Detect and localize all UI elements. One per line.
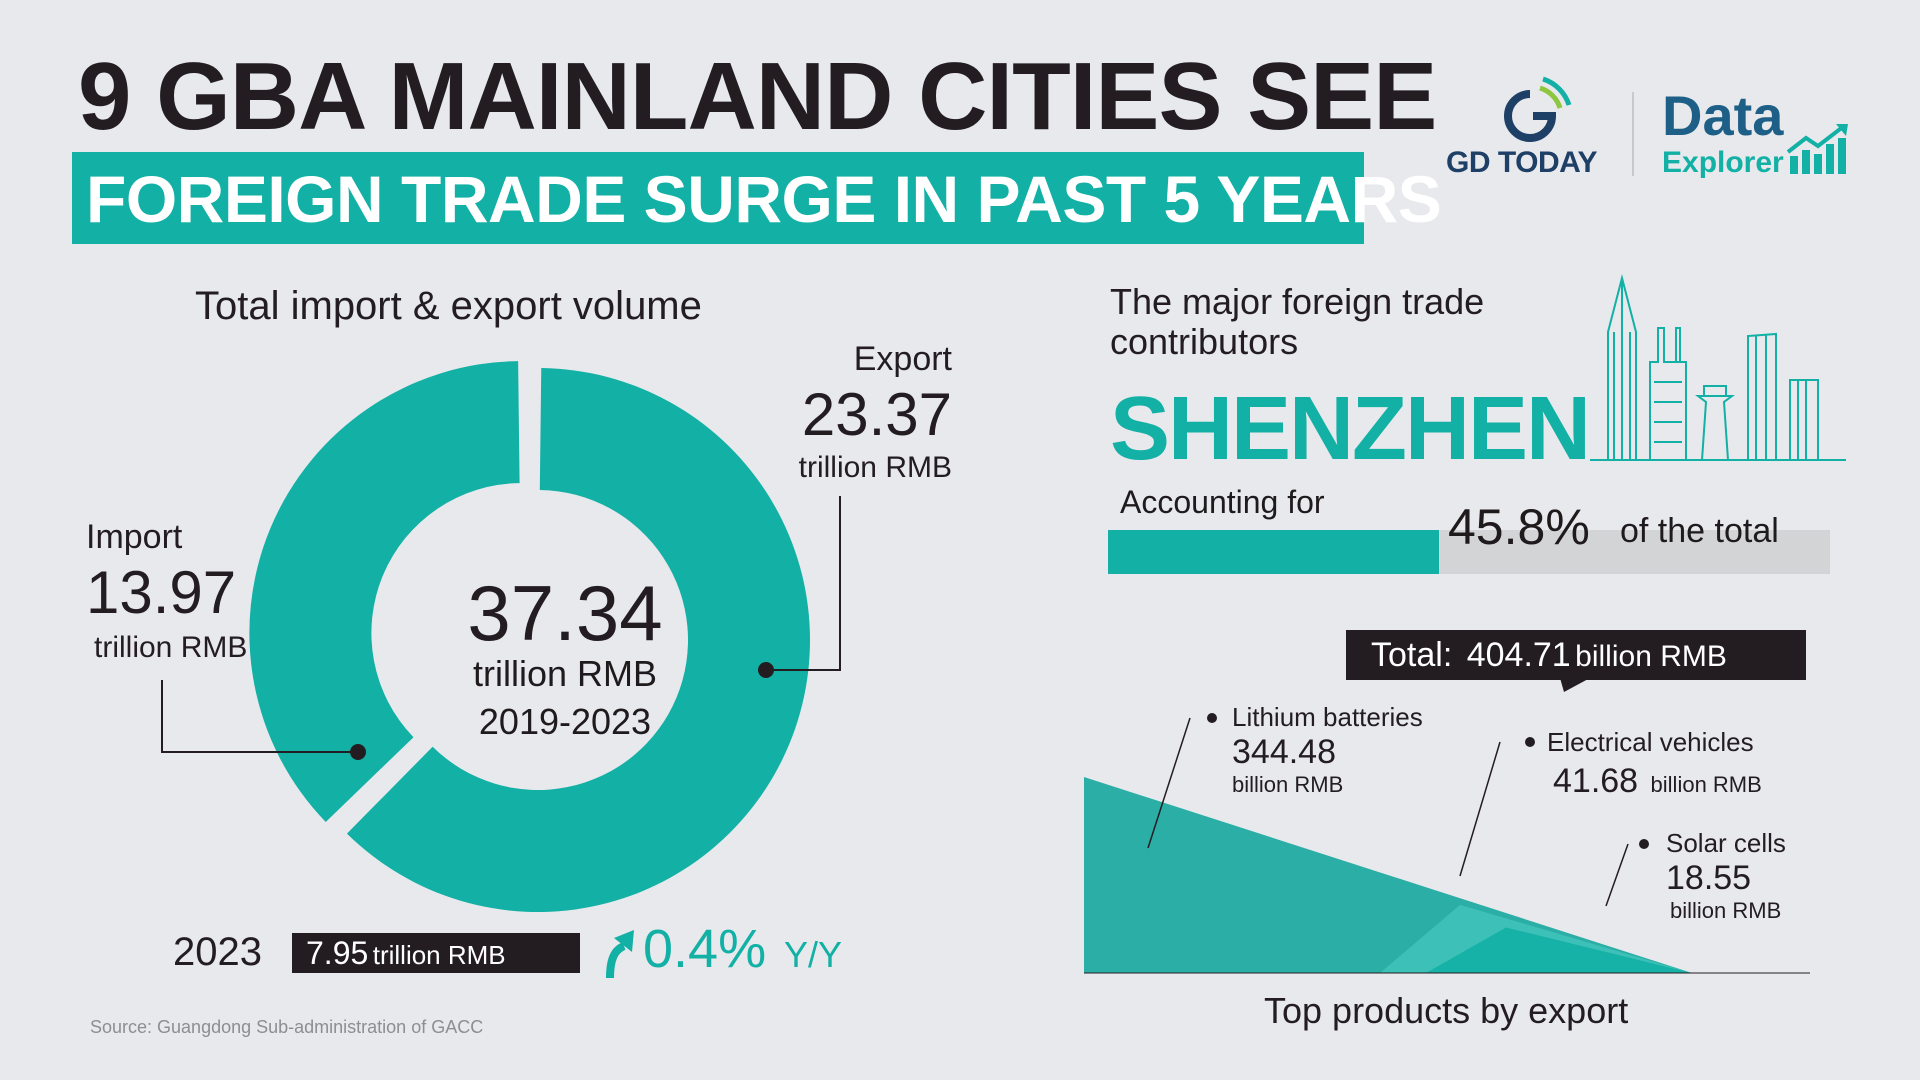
export-unit: trillion RMB [798,451,952,484]
import-value: 13.97 [86,559,237,626]
source-note: Source: Guangdong Sub-administration of … [90,1017,484,1037]
product-ev-value: 41.68 [1553,762,1639,800]
product-lithium: Lithium batteries 344.48 billion RMB [1232,702,1423,798]
total-period: 2019-2023 [478,701,652,742]
gd-today-logo-text: GD TODAY [1446,146,1598,179]
export-value: 23.37 [801,381,952,448]
share-bar-fill [1108,530,1439,574]
donut-slice-import [249,361,520,823]
skyline-icon [1590,274,1846,461]
year-value-box: 7.95 trillion RMB [292,933,580,973]
product-ev-name: Electrical vehicles [1547,727,1754,757]
donut-slice-export [346,368,810,913]
export-label-group: Export 23.37 trillion RMB [760,340,952,485]
products-total-unit: billion RMB [1575,640,1727,673]
share-suffix: of the total [1620,512,1779,550]
product-solar-value: 18.55 [1666,859,1752,897]
year-value: 7.95 [306,935,369,971]
donut-center: 37.34 trillion RMB 2019-2023 [425,568,705,743]
up-arrow-icon [606,930,634,979]
export-leader-line [766,496,841,671]
lithium-leader-dot [1207,713,1217,723]
products-total-box: Total: 404.71 billion RMB [1346,630,1806,680]
contributors-heading-line-1: The major foreign trade [1110,281,1485,322]
import-label-group: Import 13.97 trillion RMB [86,518,247,665]
ev-leader-line [1459,741,1501,877]
contributors-heading: The major foreign trade contributors [1110,282,1484,362]
product-lithium-name: Lithium batteries [1232,702,1423,732]
callout-pointer [1560,678,1590,692]
total-unit: trillion RMB [472,653,658,694]
growth-label: Y/Y [784,934,843,975]
products-total-value: 404.71 [1466,636,1571,674]
product-lithium-unit: billion RMB [1232,772,1344,797]
logo-divider [1632,92,1634,176]
product-area-3 [1426,927,1692,973]
gd-today-logo-icon [1504,76,1572,142]
lithium-leader-line [1147,717,1191,849]
share-bar-track [1108,530,1830,574]
accounting-label: Accounting for [1120,484,1325,520]
total-value: 37.34 [467,569,663,657]
import-name: Import [86,518,183,556]
import-leader-dot [350,744,366,760]
solar-leader-line [1605,843,1629,907]
top-contributor-city: SHENZHEN [1110,379,1591,479]
growth-pct: 0.4% [643,919,767,979]
contributors-heading-line-2: contributors [1110,321,1299,362]
products-total-label: Total: [1371,636,1453,674]
export-leader-dot [758,662,774,678]
product-solar-name: Solar cells [1666,828,1786,858]
import-unit: trillion RMB [94,631,248,664]
product-area-1 [1084,777,1692,973]
product-ev-unit: billion RMB [1650,772,1762,797]
year-value-unit: trillion RMB [372,940,506,970]
solar-leader-dot [1639,839,1649,849]
products-footer: Top products by export [1264,990,1629,1031]
import-leader-line [161,680,358,753]
title-line-2: FOREIGN TRADE SURGE IN PAST 5 YEARS [86,162,1442,236]
product-lithium-value: 344.48 [1232,733,1336,771]
year-label: 2023 [173,930,262,974]
trend-chart-icon [1786,124,1848,174]
data-explorer-logo-data: Data [1662,84,1784,147]
share-pct: 45.8% [1448,499,1590,555]
data-explorer-logo-explorer: Explorer [1662,146,1784,179]
title-band [72,152,1364,244]
title-line-1: 9 GBA MAINLAND CITIES SEE [78,43,1437,150]
export-name: Export [853,340,952,378]
ev-leader-dot [1525,737,1535,747]
product-solar: Solar cells 18.55 billion RMB [1666,828,1786,924]
product-solar-unit: billion RMB [1670,898,1782,923]
products-area-chart [1084,713,1810,974]
volume-heading: Total import & export volume [195,284,702,328]
product-ev: Electrical vehicles 41.68 billion RMB [1547,727,1762,801]
